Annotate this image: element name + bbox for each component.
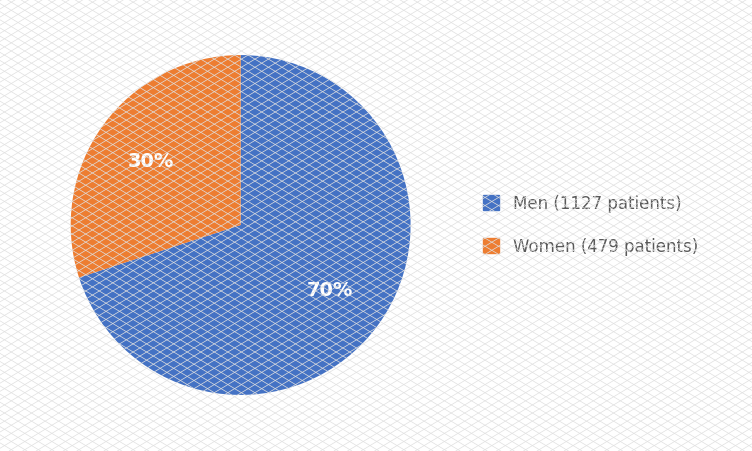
Text: 70%: 70% (307, 281, 353, 300)
Text: 30%: 30% (128, 151, 174, 170)
Wedge shape (71, 56, 241, 278)
Wedge shape (79, 56, 411, 395)
Legend: Men (1127 patients), Women (479 patients): Men (1127 patients), Women (479 patients… (483, 195, 698, 256)
